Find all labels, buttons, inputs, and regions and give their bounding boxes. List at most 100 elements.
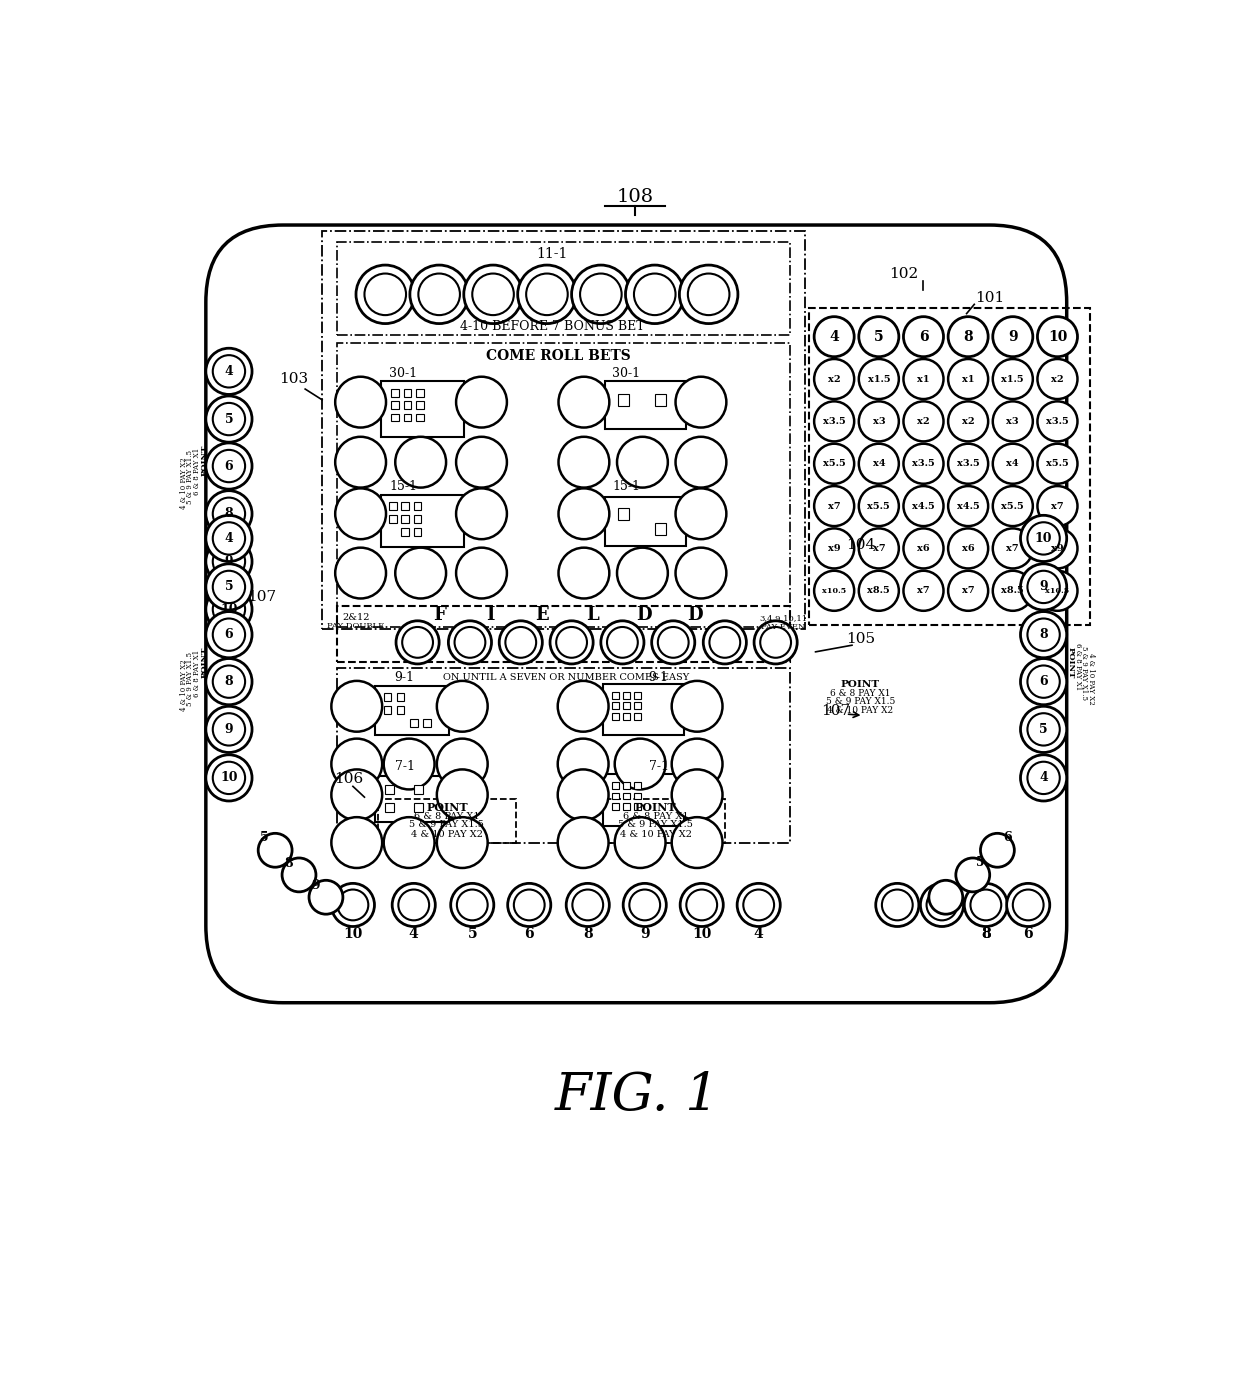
Text: 10: 10 bbox=[1035, 533, 1053, 545]
Bar bbox=[377, 799, 516, 842]
Bar bbox=[613, 703, 619, 710]
Circle shape bbox=[213, 545, 246, 577]
Text: COME ROLL BETS: COME ROLL BETS bbox=[486, 348, 631, 362]
Text: x9: x9 bbox=[1052, 544, 1064, 553]
Text: 3,4,9,10,11: 3,4,9,10,11 bbox=[759, 613, 807, 622]
Circle shape bbox=[418, 273, 460, 315]
Circle shape bbox=[1038, 316, 1078, 357]
Bar bbox=[613, 803, 619, 810]
Circle shape bbox=[904, 360, 944, 399]
Text: x3: x3 bbox=[1007, 417, 1019, 427]
Bar bbox=[383, 707, 392, 714]
Bar bbox=[392, 414, 399, 421]
Circle shape bbox=[402, 627, 433, 658]
Circle shape bbox=[686, 889, 717, 920]
Bar bbox=[322, 231, 805, 629]
Text: 10: 10 bbox=[343, 927, 362, 941]
Text: x5.5: x5.5 bbox=[868, 502, 890, 510]
Text: 2&12: 2&12 bbox=[342, 613, 370, 622]
Circle shape bbox=[558, 739, 609, 789]
Text: x5.5: x5.5 bbox=[823, 459, 846, 468]
Text: 5 & 9 PAY X1.5: 5 & 9 PAY X1.5 bbox=[186, 652, 195, 707]
Circle shape bbox=[737, 884, 780, 927]
Circle shape bbox=[558, 548, 609, 598]
Text: 103: 103 bbox=[279, 372, 309, 386]
Text: x8.5: x8.5 bbox=[1002, 587, 1024, 595]
Text: 6 & 8 PAY X1: 6 & 8 PAY X1 bbox=[192, 447, 201, 495]
Bar bbox=[337, 668, 790, 843]
Circle shape bbox=[335, 376, 386, 428]
Bar bbox=[389, 502, 397, 510]
Circle shape bbox=[1007, 884, 1050, 927]
Bar bbox=[392, 389, 399, 397]
Text: x1.5: x1.5 bbox=[868, 375, 890, 383]
Circle shape bbox=[859, 570, 899, 611]
Bar bbox=[603, 684, 684, 735]
Circle shape bbox=[608, 627, 637, 658]
Text: 7-1: 7-1 bbox=[394, 760, 414, 772]
Circle shape bbox=[557, 627, 587, 658]
Circle shape bbox=[396, 548, 446, 598]
Bar bbox=[624, 803, 630, 810]
Bar bbox=[613, 793, 619, 799]
Text: x4: x4 bbox=[1007, 459, 1019, 468]
Circle shape bbox=[213, 570, 246, 604]
Circle shape bbox=[965, 884, 1007, 927]
Bar bbox=[655, 395, 666, 406]
Text: x3.5: x3.5 bbox=[823, 417, 846, 427]
Circle shape bbox=[815, 316, 854, 357]
Circle shape bbox=[551, 620, 593, 664]
Bar bbox=[618, 395, 630, 406]
Text: 105: 105 bbox=[846, 631, 875, 645]
Text: x7: x7 bbox=[962, 587, 975, 595]
Circle shape bbox=[815, 487, 854, 526]
Text: 6: 6 bbox=[224, 629, 233, 641]
Circle shape bbox=[601, 620, 644, 664]
Circle shape bbox=[956, 857, 990, 892]
Circle shape bbox=[396, 620, 439, 664]
Text: 15-1: 15-1 bbox=[613, 481, 640, 493]
Text: 8: 8 bbox=[1039, 629, 1048, 641]
Bar bbox=[397, 693, 404, 701]
Bar bbox=[634, 703, 641, 710]
Circle shape bbox=[993, 487, 1033, 526]
Circle shape bbox=[383, 739, 434, 789]
Circle shape bbox=[815, 360, 854, 399]
Text: x7: x7 bbox=[918, 587, 930, 595]
Text: 8: 8 bbox=[224, 507, 233, 520]
Bar bbox=[414, 516, 422, 523]
Circle shape bbox=[206, 443, 252, 489]
Circle shape bbox=[672, 739, 723, 789]
Circle shape bbox=[993, 401, 1033, 442]
Text: 5: 5 bbox=[260, 831, 269, 843]
Bar bbox=[376, 775, 449, 822]
Text: 4: 4 bbox=[754, 927, 764, 941]
Text: 30-1: 30-1 bbox=[389, 367, 417, 381]
Bar bbox=[634, 691, 641, 698]
Circle shape bbox=[929, 880, 962, 914]
Bar bbox=[624, 714, 630, 721]
Circle shape bbox=[206, 563, 252, 611]
Circle shape bbox=[1038, 360, 1078, 399]
Circle shape bbox=[213, 523, 246, 555]
Text: 7-1: 7-1 bbox=[649, 760, 668, 772]
Circle shape bbox=[507, 884, 551, 927]
Circle shape bbox=[335, 548, 386, 598]
Circle shape bbox=[436, 769, 487, 820]
Text: POINT: POINT bbox=[201, 647, 208, 677]
Circle shape bbox=[410, 265, 469, 323]
Circle shape bbox=[624, 884, 666, 927]
Text: 6: 6 bbox=[1023, 927, 1033, 941]
Circle shape bbox=[206, 516, 252, 562]
Circle shape bbox=[558, 817, 609, 868]
Bar bbox=[808, 308, 1090, 626]
Circle shape bbox=[331, 680, 382, 732]
Text: x7: x7 bbox=[1052, 502, 1064, 510]
Circle shape bbox=[993, 528, 1033, 569]
Bar bbox=[410, 719, 418, 728]
Circle shape bbox=[882, 889, 913, 920]
Circle shape bbox=[206, 396, 252, 442]
Text: x6: x6 bbox=[918, 544, 930, 553]
Bar bbox=[624, 782, 630, 789]
Circle shape bbox=[436, 680, 487, 732]
